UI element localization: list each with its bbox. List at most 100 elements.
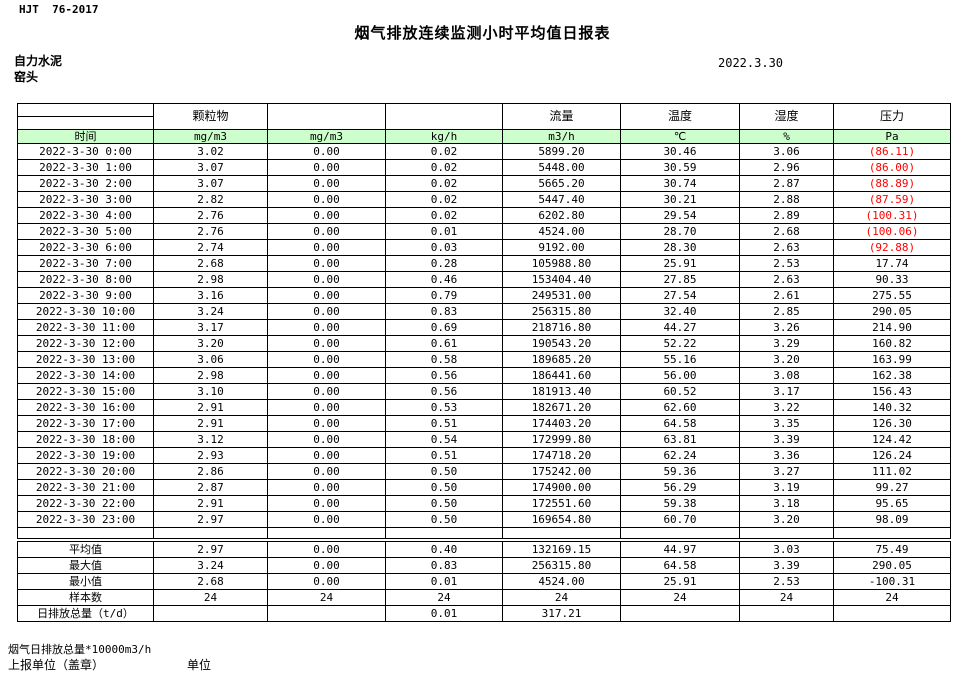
cell-value bbox=[739, 605, 834, 622]
cell-value: 3.27 bbox=[739, 463, 834, 480]
cell-value: 2.89 bbox=[739, 207, 834, 224]
cell-time: 2022-3-30 23:00 bbox=[17, 511, 154, 528]
hourly-row: 2022-3-30 19:00 2.93 0.00 0.51 174718.20 62.2… bbox=[17, 447, 951, 464]
cell-value: 95.65 bbox=[833, 495, 951, 512]
cell-value: 0.61 bbox=[385, 335, 503, 352]
blank-row bbox=[17, 527, 951, 539]
cell-value: 3.07 bbox=[153, 159, 268, 176]
cell-time: 2022-3-30 11:00 bbox=[17, 319, 154, 336]
cell-value: 256315.80 bbox=[502, 557, 621, 574]
cell-value: 0.50 bbox=[385, 495, 503, 512]
cell-value: 0.02 bbox=[385, 143, 503, 160]
cell-value: 2.76 bbox=[153, 223, 268, 240]
cell-value: 56.00 bbox=[620, 367, 740, 384]
cell-value: 3.22 bbox=[739, 399, 834, 416]
cell-value: 0.00 bbox=[267, 415, 386, 432]
table-header: 颗粒物 流量 温度 湿度 压力 时间 mg/m3 mg/m3 kg/h m3/h… bbox=[17, 103, 951, 144]
cell-value: 27.85 bbox=[620, 271, 740, 288]
cell-value: 24 bbox=[153, 589, 268, 606]
reporting-unit-label: 上报单位（盖章） bbox=[8, 658, 105, 672]
cell-value: 3.36 bbox=[739, 447, 834, 464]
cell-value: 60.52 bbox=[620, 383, 740, 400]
cell-value: 17.74 bbox=[833, 255, 951, 272]
cell-value: 275.55 bbox=[833, 287, 951, 304]
cell-value: 172999.80 bbox=[502, 431, 621, 448]
cell-value: 0.56 bbox=[385, 383, 503, 400]
cell-value: 2.68 bbox=[153, 573, 268, 590]
cell-value: 62.24 bbox=[620, 447, 740, 464]
cell-value: 0.51 bbox=[385, 447, 503, 464]
cell-value: (100.06) bbox=[833, 223, 951, 240]
cell-time: 2022-3-30 21:00 bbox=[17, 479, 154, 496]
cell-value: 0.00 bbox=[267, 191, 386, 208]
cell-value: 317.21 bbox=[502, 605, 621, 622]
cell-value: (87.59) bbox=[833, 191, 951, 208]
cell-value: 0.00 bbox=[267, 159, 386, 176]
emission-report-table: 颗粒物 流量 温度 湿度 压力 时间 mg/m3 mg/m3 kg/h m3/h… bbox=[17, 103, 951, 622]
cell-value: 132169.15 bbox=[502, 541, 621, 558]
cell-value: 25.91 bbox=[620, 255, 740, 272]
cell-value: 3.07 bbox=[153, 175, 268, 192]
cell-value: (92.88) bbox=[833, 239, 951, 256]
cell-value: 3.35 bbox=[739, 415, 834, 432]
summary-label: 日排放总量（t/d） bbox=[17, 605, 154, 622]
cell-value: 3.03 bbox=[739, 541, 834, 558]
cell-value: 3.18 bbox=[739, 495, 834, 512]
cell-value: 156.43 bbox=[833, 383, 951, 400]
summary-label: 最大值 bbox=[17, 557, 154, 574]
header-particulate-2 bbox=[267, 103, 386, 130]
hourly-row: 2022-3-30 12:00 3.20 0.00 0.61 190543.20 52.2… bbox=[17, 335, 951, 352]
cell-value: 189685.20 bbox=[502, 351, 621, 368]
cell-value: 28.70 bbox=[620, 223, 740, 240]
cell-value: 59.38 bbox=[620, 495, 740, 512]
cell-value: 75.49 bbox=[833, 541, 951, 558]
summary-row: 最大值 3.24 0.00 0.83 256315.80 64.58 3.39 290.05 bbox=[17, 557, 951, 574]
cell-value: 2.74 bbox=[153, 239, 268, 256]
standard-code: HJT 76-2017 bbox=[19, 3, 99, 16]
cell-value: 0.50 bbox=[385, 511, 503, 528]
summary-row: 平均值 2.97 0.00 0.40 132169.15 44.97 3.03 75.49 bbox=[17, 541, 951, 558]
cell-value: 5665.20 bbox=[502, 175, 621, 192]
hourly-row: 2022-3-30 10:00 3.24 0.00 0.83 256315.80 32.4… bbox=[17, 303, 951, 320]
cell-value: 0.00 bbox=[267, 207, 386, 224]
cell-value: 0.28 bbox=[385, 255, 503, 272]
cell-value: 4524.00 bbox=[502, 223, 621, 240]
summary-label: 最小值 bbox=[17, 573, 154, 590]
cell-value: 0.00 bbox=[267, 255, 386, 272]
cell-value: 24 bbox=[267, 589, 386, 606]
cell-value: 163.99 bbox=[833, 351, 951, 368]
cell-value: 174403.20 bbox=[502, 415, 621, 432]
cell-value: 0.00 bbox=[267, 541, 386, 558]
cell-value: 105988.80 bbox=[502, 255, 621, 272]
cell-value: 90.33 bbox=[833, 271, 951, 288]
cell-value: 2.87 bbox=[153, 479, 268, 496]
cell-value: 0.00 bbox=[267, 557, 386, 574]
header-particulate: 颗粒物 bbox=[153, 103, 268, 130]
cell-value: 6202.80 bbox=[502, 207, 621, 224]
cell-value: 25.91 bbox=[620, 573, 740, 590]
cell-value: 3.10 bbox=[153, 383, 268, 400]
cell-value: 153404.40 bbox=[502, 271, 621, 288]
cell-value: (100.31) bbox=[833, 207, 951, 224]
cell-value: 182671.20 bbox=[502, 399, 621, 416]
cell-time: 2022-3-30 16:00 bbox=[17, 399, 154, 416]
cell-value: 175242.00 bbox=[502, 463, 621, 480]
cell-value: 2.97 bbox=[153, 511, 268, 528]
cell-value: 2.87 bbox=[739, 175, 834, 192]
page-title: 烟气排放连续监测小时平均值日报表 bbox=[354, 24, 611, 42]
cell-value: 3.39 bbox=[739, 557, 834, 574]
cell-value: 52.22 bbox=[620, 335, 740, 352]
cell-time: 2022-3-30 3:00 bbox=[17, 191, 154, 208]
cell-value: 24 bbox=[833, 589, 951, 606]
cell-value: 2.86 bbox=[153, 463, 268, 480]
cell-value: 111.02 bbox=[833, 463, 951, 480]
cell-value: 3.39 bbox=[739, 431, 834, 448]
hourly-row: 2022-3-30 17:00 2.91 0.00 0.51 174403.20 64.5… bbox=[17, 415, 951, 432]
hourly-row: 2022-3-30 22:00 2.91 0.00 0.50 172551.60 59.3… bbox=[17, 495, 951, 512]
cell-value: 126.30 bbox=[833, 415, 951, 432]
cell-value: 0.02 bbox=[385, 159, 503, 176]
cell-value: 63.81 bbox=[620, 431, 740, 448]
cell-value: 44.97 bbox=[620, 541, 740, 558]
cell-value: 0.58 bbox=[385, 351, 503, 368]
cell-value: 0.00 bbox=[267, 271, 386, 288]
